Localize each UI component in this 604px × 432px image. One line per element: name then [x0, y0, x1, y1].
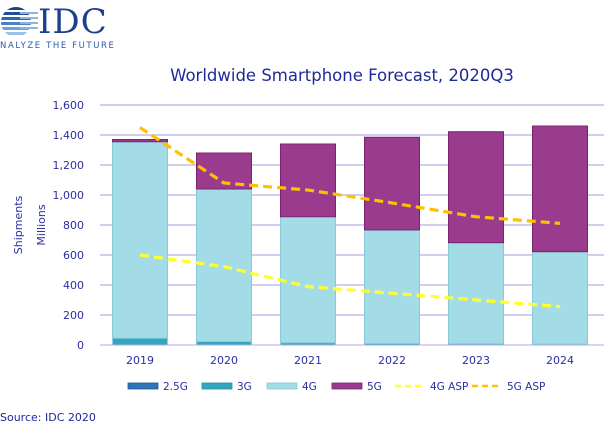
bar-5g-2019 [112, 139, 168, 143]
legend: 2.5G 3G 4G 5G 4G ASP 5G ASP [127, 381, 545, 393]
logo-wordmark: IDC [38, 2, 108, 42]
logo-tagline: NALYZE THE FUTURE [0, 41, 116, 51]
legend-label: 5G ASP [507, 381, 545, 393]
bar-5g-2021 [280, 143, 336, 218]
y-axis-ticks: 0 200 400 600 800 1,000 1,200 1,400 1,600 [53, 99, 85, 352]
bar-3g-2023 [448, 343, 504, 345]
x-tick-label: 2022 [378, 354, 406, 367]
legend-label: 2.5G [163, 381, 188, 393]
bar-4g-2022 [364, 229, 420, 344]
bar-4g-2023 [448, 242, 504, 345]
x-tick-label: 2019 [126, 354, 154, 367]
bar-3g-2020 [196, 341, 252, 345]
asp-lines [139, 126, 561, 309]
y-axis-title: Shipments [12, 195, 25, 254]
legend-swatch-3g [201, 382, 233, 390]
y-tick-label: 0 [77, 339, 84, 352]
bar-4g-2019 [112, 141, 168, 339]
line-4g-asp [139, 253, 561, 309]
y-tick-label: 400 [63, 279, 84, 292]
x-tick-label: 2021 [294, 354, 322, 367]
legend-label: 4G [302, 381, 317, 393]
bar-5g-2023 [448, 131, 504, 244]
x-tick-label: 2020 [210, 354, 238, 367]
line-5g-asp [139, 126, 561, 225]
bar-4g-2024 [532, 251, 588, 345]
y-axis-subtitle: Millions [35, 204, 48, 245]
y-tick-label: 1,000 [53, 189, 85, 202]
legend-swatch-5g [331, 382, 363, 390]
bar-3g-2021 [280, 342, 336, 345]
y-tick-label: 600 [63, 249, 84, 262]
y-tick-label: 1,200 [53, 159, 85, 172]
legend-label: 5G [367, 381, 382, 393]
x-tick-label: 2024 [546, 354, 574, 367]
y-tick-label: 800 [63, 219, 84, 232]
legend-swatch-4g [266, 382, 298, 390]
legend-swatch-25g [127, 382, 159, 390]
idc-logo: IDC NALYZE THE FUTURE [0, 2, 130, 52]
legend-label: 4G ASP [430, 381, 468, 393]
y-tick-label: 200 [63, 309, 84, 322]
bars [112, 125, 588, 346]
source-note: Source: IDC 2020 [0, 411, 96, 424]
x-tick-label: 2023 [462, 354, 490, 367]
x-axis-ticks: 2019 2020 2021 2022 2023 2024 [126, 354, 574, 367]
idc-globe-icon [1, 7, 38, 35]
bar-5g-2024 [532, 125, 588, 253]
bar-3g-2022 [364, 343, 420, 345]
bar-5g-2022 [364, 136, 420, 231]
y-tick-label: 1,600 [53, 99, 85, 112]
bar-3g-2019 [112, 338, 168, 345]
chart-title: Worldwide Smartphone Forecast, 2020Q3 [170, 66, 514, 85]
y-tick-label: 1,400 [53, 129, 85, 142]
legend-label: 3G [237, 381, 252, 393]
gridlines [100, 104, 604, 316]
bar-4g-2021 [280, 216, 336, 344]
